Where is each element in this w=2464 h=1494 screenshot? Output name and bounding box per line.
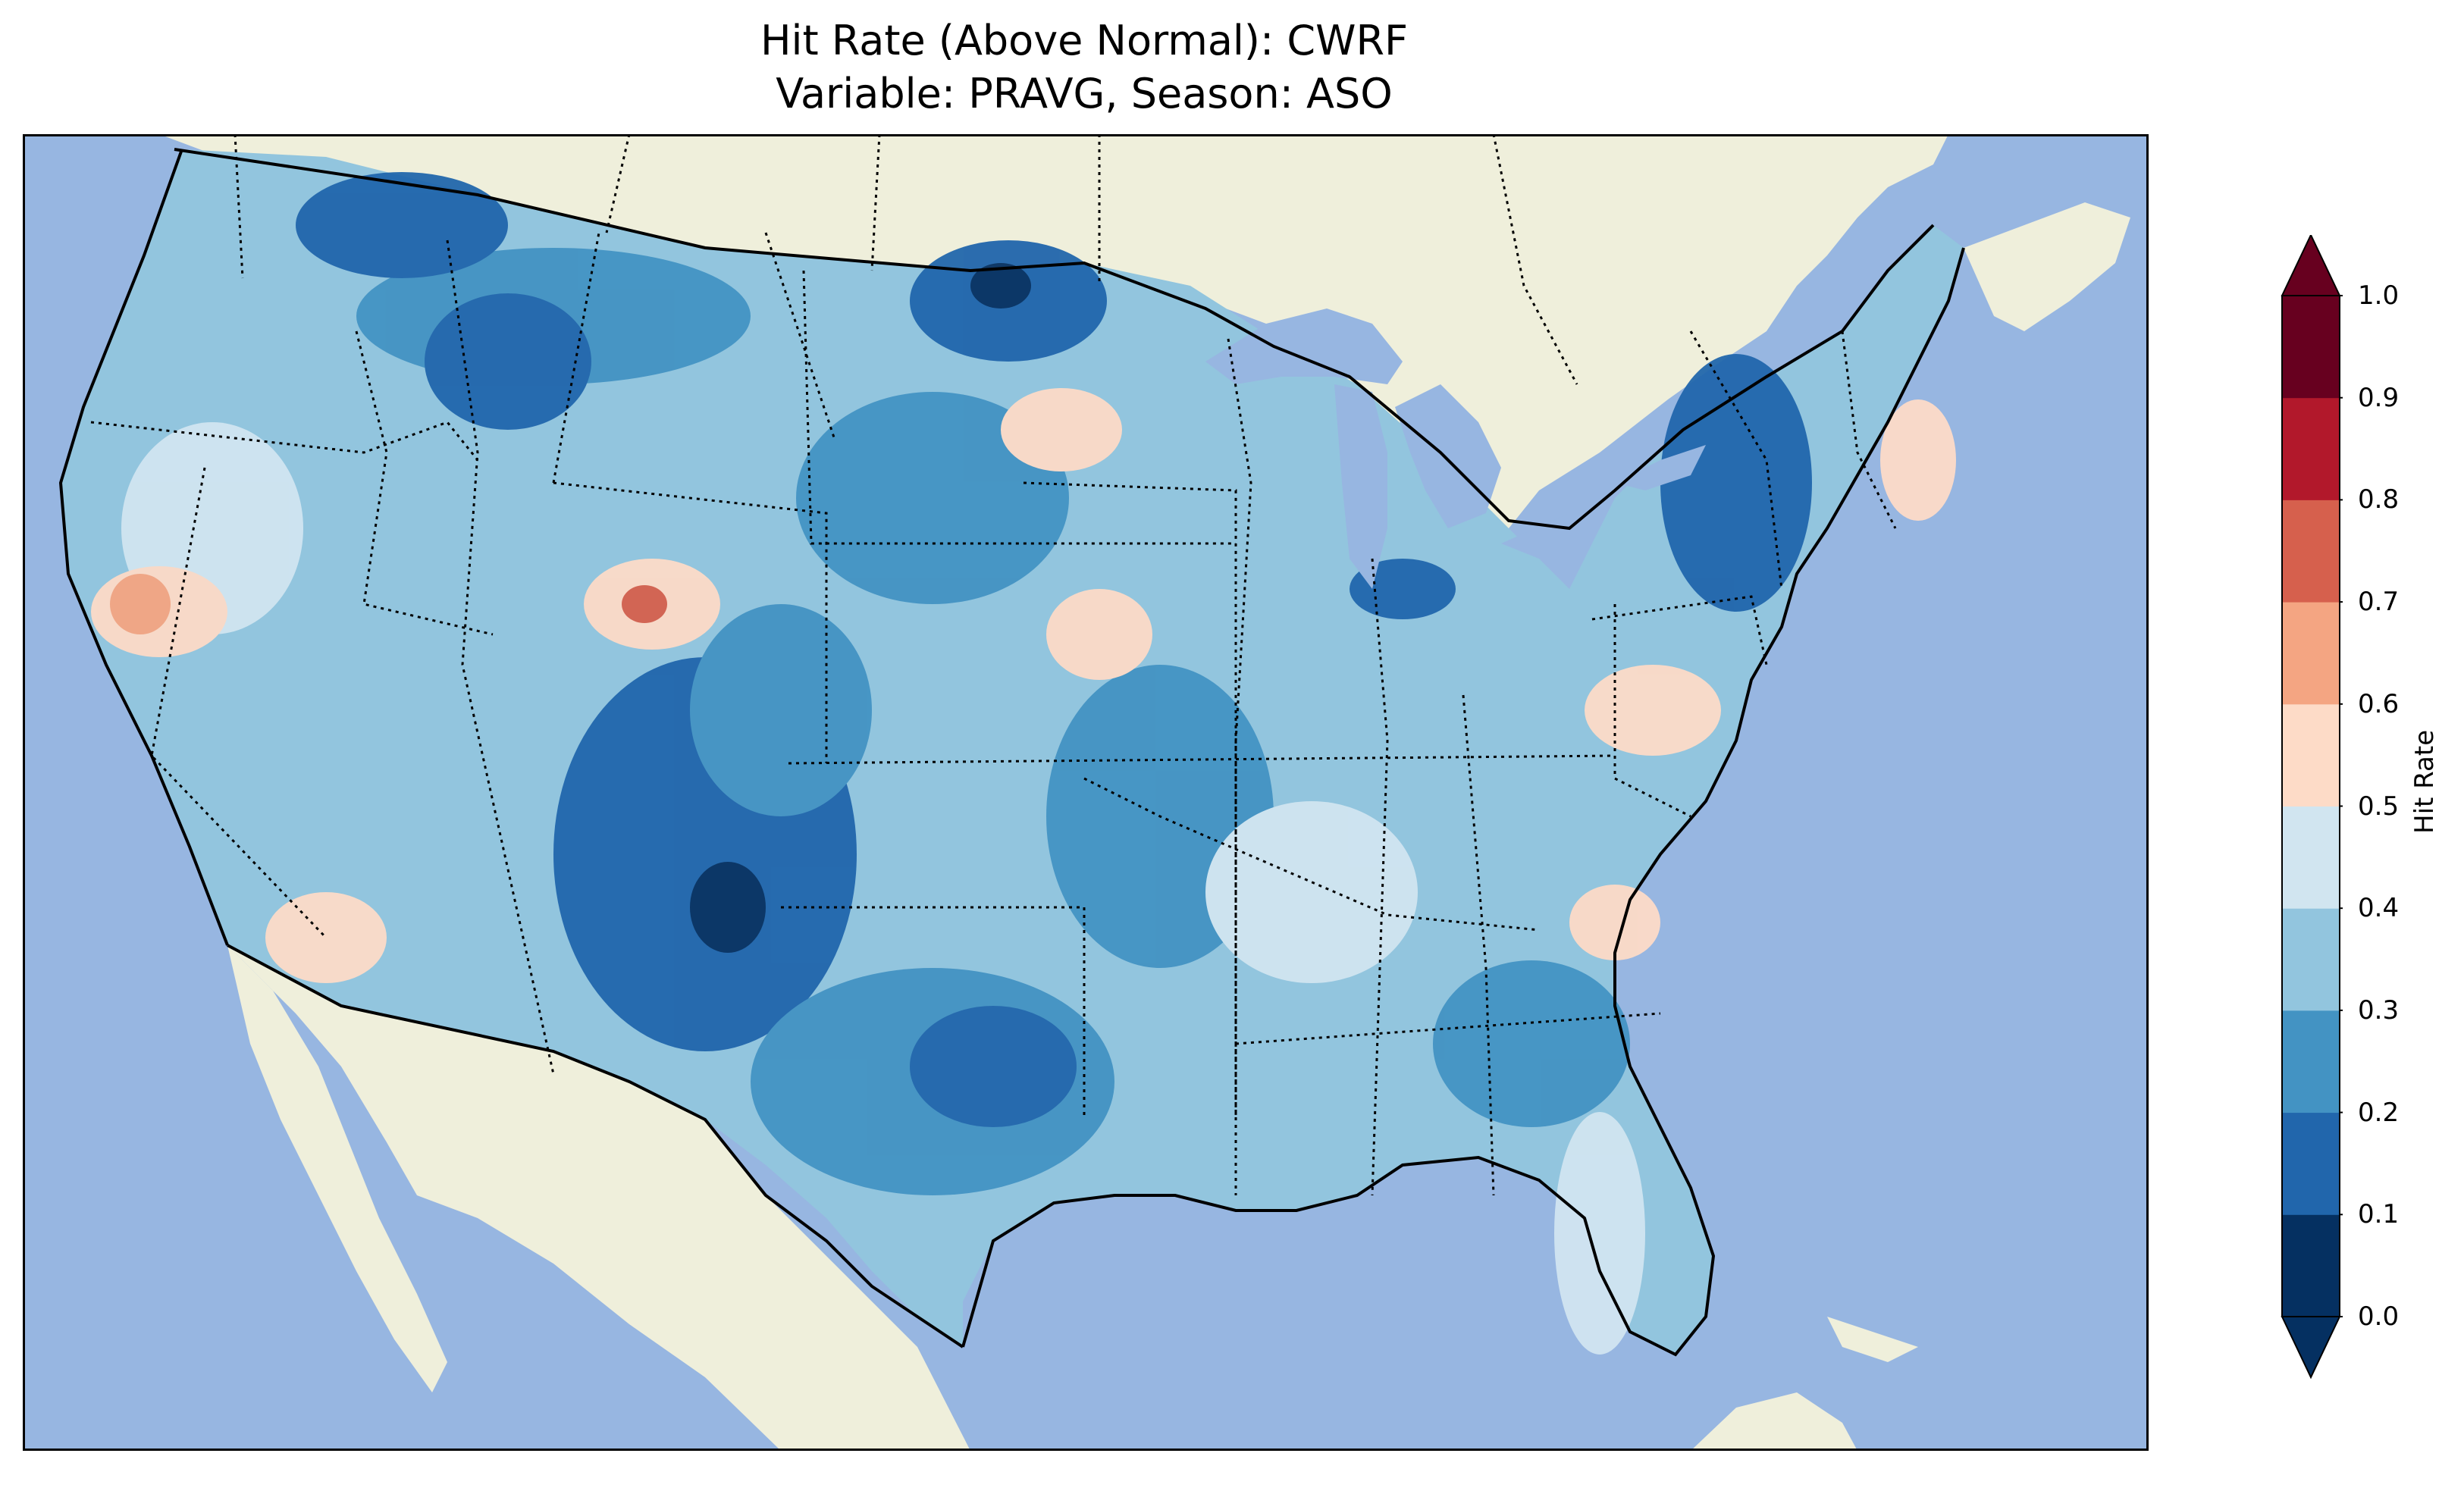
colorbar-segment (2282, 397, 2340, 500)
colorbar-tick-label: 0.3 (2358, 994, 2400, 1026)
state-borders (90, 134, 1897, 1196)
colorbar-tick-label: 0.7 (2358, 587, 2400, 618)
country-borders (58, 148, 1965, 1357)
colorbar-segment (2282, 908, 2340, 1011)
colorbar-tick-label: 0.8 (2358, 484, 2400, 515)
colorbar-under-arrow (2281, 1316, 2341, 1380)
map-title: Hit Rate (Above Normal): CWRF (760, 17, 1409, 64)
cuba-land (1827, 1317, 1918, 1362)
colorbar-segment (2282, 1214, 2340, 1317)
colorbar-tick-label: 0.4 (2358, 893, 2400, 924)
maritimes-land (1964, 202, 2130, 331)
venezuela-coast-land (1691, 1392, 1857, 1451)
colorbar-tick-label: 0.0 (2358, 1301, 2400, 1332)
map-subtitle: Variable: PRAVG, Season: ASO (776, 70, 1393, 117)
colorbar-segment (2282, 602, 2340, 705)
colorbar-segment (2282, 500, 2340, 603)
colorbar-segment (2282, 1010, 2340, 1113)
hit-rate-field (91, 172, 1956, 1355)
colorbar-segment (2282, 806, 2340, 909)
colorbar-segment (2282, 296, 2340, 399)
colorbar-label: Hit Rate (2409, 729, 2440, 834)
colorbar-segment (2282, 703, 2340, 807)
colorbar-tick-label: 0.9 (2358, 382, 2400, 413)
baja-land (227, 945, 447, 1392)
colorbar (2281, 235, 2343, 1380)
colorbar-tick-label: 1.0 (2358, 280, 2400, 311)
colorbar-tick-label: 0.2 (2358, 1097, 2400, 1128)
colorbar-tick-label: 0.5 (2358, 791, 2400, 822)
mexico-land (227, 945, 970, 1451)
map-panel (23, 134, 2149, 1451)
colorbar-tick-label: 0.1 (2358, 1199, 2400, 1230)
colorbar-tick-label: 0.6 (2358, 688, 2400, 719)
colorbar-segment (2282, 1112, 2340, 1215)
colorbar-over-arrow (2281, 235, 2341, 296)
